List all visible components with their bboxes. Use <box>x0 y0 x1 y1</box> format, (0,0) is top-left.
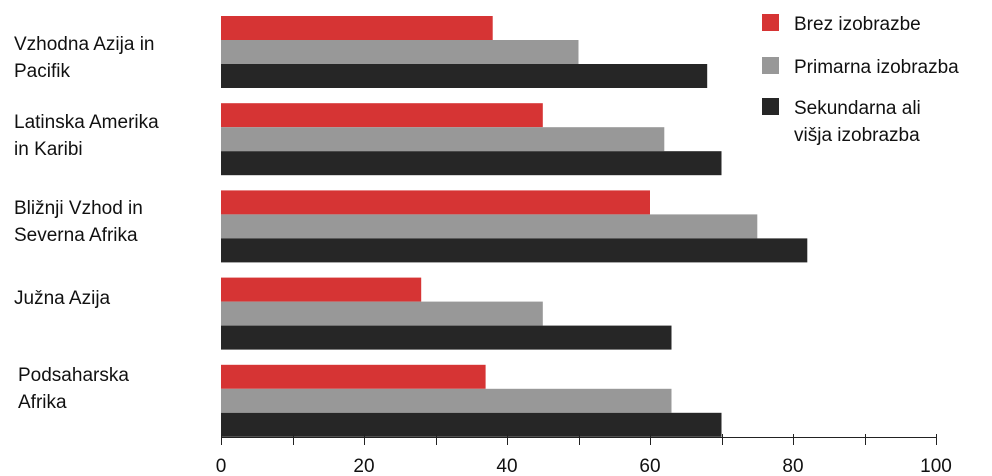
legend-item-primary-education: Primarna izobrazba <box>762 54 959 81</box>
legend-swatch-secondary-education <box>762 98 779 115</box>
bar-east-asia-pacific-primary-education <box>221 40 579 64</box>
bar-middle-east-north-africa-primary-education <box>221 214 758 239</box>
x-axis-ticks: 0 20 40 60 80 100 <box>216 434 952 476</box>
legend-swatch-primary-education <box>762 57 779 74</box>
bar-east-asia-pacific-no-education <box>221 16 493 40</box>
legend-label-no-education: Brez izobrazbe <box>794 14 921 35</box>
x-tick-label: 60 <box>639 456 660 476</box>
category-label-sub-saharan-africa: Podsaharska Afrika <box>18 365 129 413</box>
category-label-south-asia: Južna Azija <box>14 288 111 309</box>
bar-south-asia-no-education <box>221 277 422 302</box>
legend-item-secondary-education: Sekundarna ali višja izobrazba <box>762 95 921 149</box>
bar-south-asia-primary-education <box>221 301 543 326</box>
legend-item-no-education: Brez izobrazbe <box>762 11 921 38</box>
category-label-latin-america-caribbean: Latinska Amerika in Karibi <box>14 112 159 160</box>
bar-latin-america-caribbean-secondary-education <box>221 151 722 176</box>
x-tick-label: 80 <box>782 456 803 476</box>
bar-sub-saharan-africa-secondary-education <box>221 412 722 437</box>
x-tick-label: 40 <box>496 456 517 476</box>
category-label-middle-east-north-africa: Bližnji Vzhod in Severna Afrika <box>14 198 143 246</box>
bar-sub-saharan-africa-primary-education <box>221 388 672 413</box>
legend-label-primary-education: Primarna izobrazba <box>794 57 959 78</box>
bar-east-asia-pacific-secondary-education <box>221 64 708 88</box>
x-tick-label: 100 <box>920 456 952 476</box>
bar-sub-saharan-africa-no-education <box>221 364 486 389</box>
bar-middle-east-north-africa-no-education <box>221 190 650 215</box>
bar-south-asia-secondary-education <box>221 325 672 350</box>
x-tick-label: 0 <box>216 456 227 476</box>
x-axis: 0 20 40 60 80 100 <box>216 434 952 476</box>
legend-swatch-no-education <box>762 14 779 31</box>
bar-latin-america-caribbean-primary-education <box>221 127 665 152</box>
category-label-east-asia-pacific: Vzhodna Azija in Pacifik <box>14 34 155 82</box>
bars-group <box>221 16 808 437</box>
x-tick-label: 20 <box>353 456 374 476</box>
bar-middle-east-north-africa-secondary-education <box>221 238 808 263</box>
legend-label-secondary-education: Sekundarna ali višja izobrazba <box>794 98 921 146</box>
bar-latin-america-caribbean-no-education <box>221 103 543 128</box>
